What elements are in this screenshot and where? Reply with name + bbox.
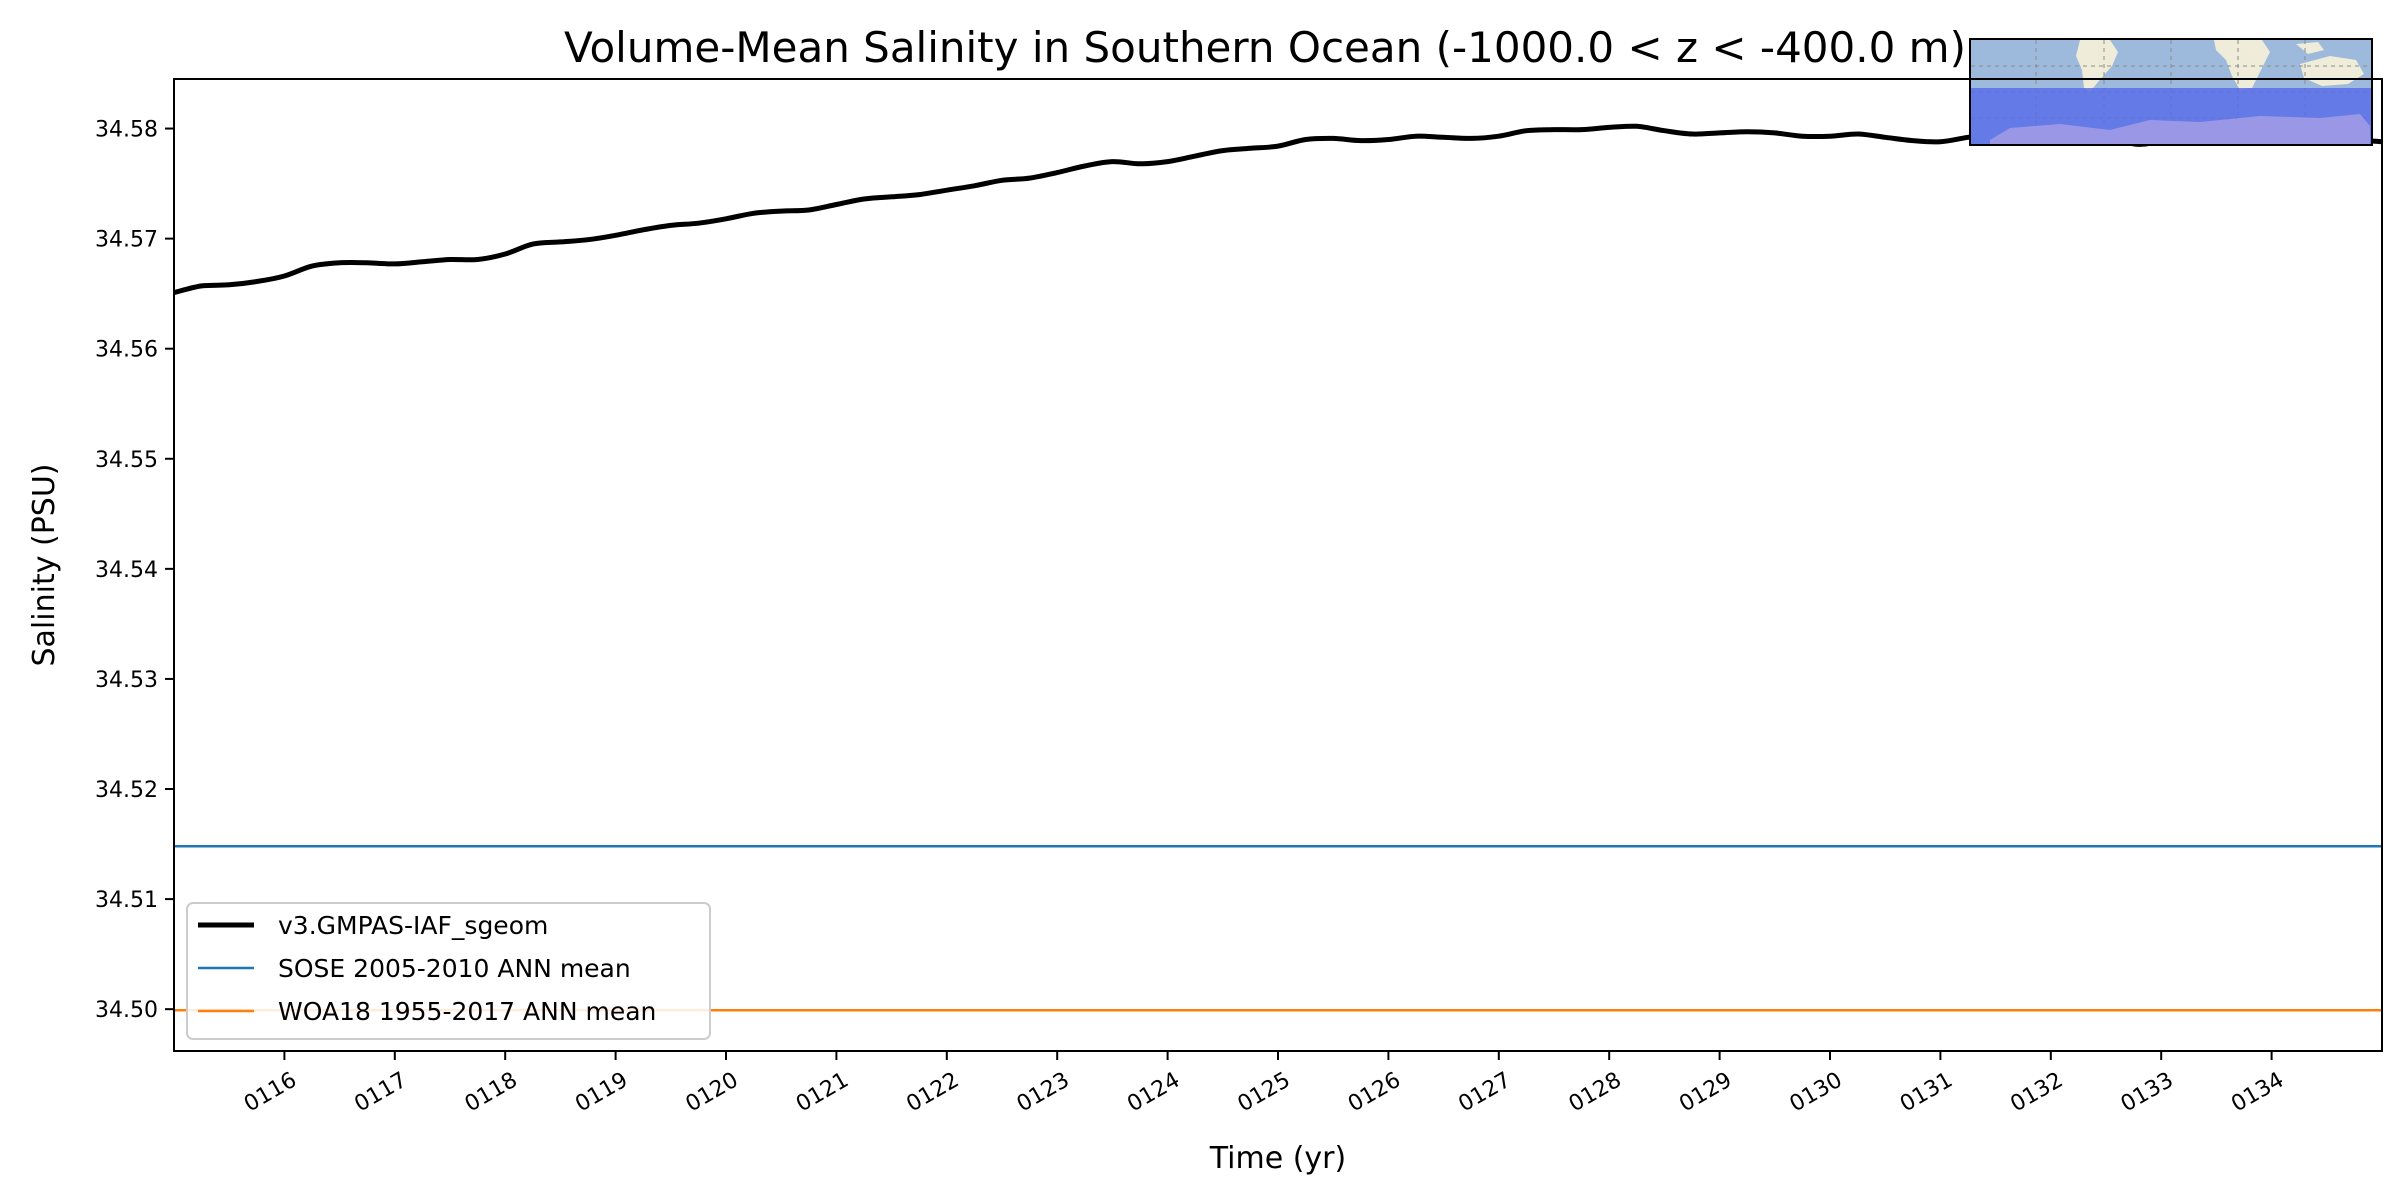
asia-shape [2296, 42, 2324, 54]
x-tick-label: 0119 [571, 1068, 632, 1118]
y-tick-label: 34.52 [95, 778, 158, 803]
x-tick-label: 0121 [792, 1068, 853, 1118]
y-tick-label: 34.54 [95, 558, 158, 583]
x-tick-label: 0120 [682, 1068, 743, 1118]
x-tick-label: 0129 [1675, 1068, 1736, 1118]
chart-title: Volume-Mean Salinity in Southern Ocean (… [564, 23, 1966, 72]
y-tick-label: 34.50 [95, 998, 158, 1023]
x-tick-label: 0117 [350, 1068, 411, 1118]
x-tick-label: 0123 [1013, 1068, 1074, 1118]
x-tick-label: 0128 [1565, 1068, 1626, 1118]
legend-label-sose: SOSE 2005-2010 ANN mean [278, 954, 631, 983]
x-tick-label: 0133 [2117, 1068, 2178, 1118]
africa-shape [2214, 40, 2270, 90]
x-tick-label: 0124 [1123, 1068, 1184, 1118]
plot-area [173, 38, 2383, 1052]
x-tick-label: 0116 [240, 1068, 301, 1118]
y-axis-label: Salinity (PSU) [27, 464, 62, 667]
y-tick-label: 34.56 [95, 338, 158, 363]
x-tick-label: 0130 [1786, 1068, 1847, 1118]
x-tick-label: 0126 [1344, 1068, 1405, 1118]
x-tick-label: 0132 [2006, 1068, 2067, 1118]
antarctica-shape [1990, 114, 2370, 144]
x-tick-label: 0122 [902, 1068, 963, 1118]
x-axis: 0116 0117 0118 0119 0120 0121 0122 0123 0124 0125… [240, 1051, 2288, 1117]
x-tick-label: 0134 [2227, 1068, 2288, 1118]
x-tick-label: 0131 [1896, 1068, 1957, 1118]
inset-map [1969, 38, 2373, 146]
y-axis: 34.50 34.51 34.52 34.53 34.54 34.55 34.56 34.57… [95, 118, 174, 1023]
x-tick-label: 0127 [1454, 1068, 1515, 1118]
x-tick-label: 0118 [461, 1068, 522, 1118]
legend: v3.GMPAS-IAF_sgeom SOSE 2005-2010 ANN me… [186, 902, 711, 1040]
y-tick-label: 34.55 [95, 448, 158, 473]
y-tick-label: 34.51 [95, 888, 158, 913]
x-tick-label: 0125 [1234, 1068, 1295, 1118]
legend-label-woa18: WOA18 1955-2017 ANN mean [278, 997, 656, 1026]
legend-label-v3-gmpas: v3.GMPAS-IAF_sgeom [278, 911, 548, 940]
y-tick-label: 34.57 [95, 228, 158, 253]
y-tick-label: 34.58 [95, 118, 158, 143]
legend-box [186, 902, 711, 1040]
x-axis-label: Time (yr) [1209, 1141, 1346, 1176]
y-tick-label: 34.53 [95, 668, 158, 693]
